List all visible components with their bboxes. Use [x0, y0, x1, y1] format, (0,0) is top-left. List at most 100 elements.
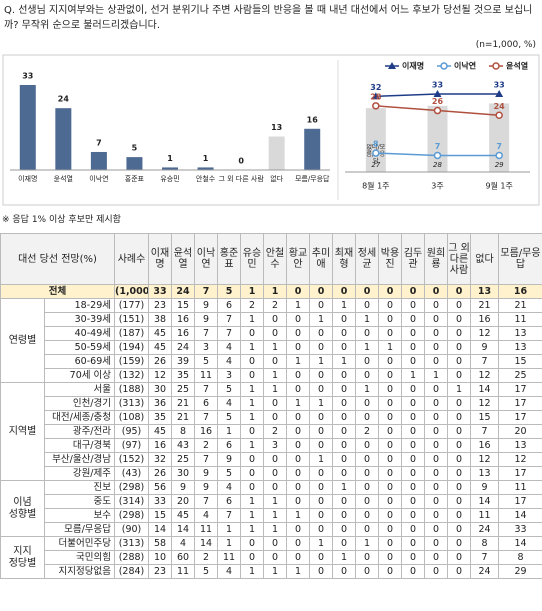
sample-size: (151): [114, 312, 149, 327]
table-cell: 12: [470, 326, 499, 341]
table-cell: 0: [240, 550, 264, 565]
chart-frame: [2, 54, 540, 206]
results-table: 대선 당선 전망(%) 사례수 이재명 윤석열 이낙연 홍준표 유승민 안철수 황교안 추미애 최재…: [0, 233, 542, 579]
table-cell: 1: [263, 508, 287, 523]
table-cell: 9: [171, 480, 195, 495]
column-header: 유승민: [240, 233, 264, 285]
row-label: 50-59세: [44, 340, 115, 355]
table-cell: 0: [240, 354, 264, 369]
table-cell: 14: [470, 494, 499, 509]
table-cell: 1: [378, 340, 402, 355]
table-cell: 1: [240, 382, 264, 397]
table-cell: 0: [378, 326, 402, 341]
row-label: 국민의힘: [44, 550, 115, 565]
table-cell: 0: [424, 340, 448, 355]
table-cell: 0: [240, 480, 264, 495]
table-cell: 7: [470, 424, 499, 439]
sample-size: (188): [114, 382, 149, 397]
table-cell: 0: [355, 452, 379, 467]
legend-marker: [492, 62, 500, 70]
table-cell: 1: [240, 508, 264, 523]
table-cell: 0: [355, 396, 379, 411]
table-cell: 4: [217, 396, 241, 411]
table-cell: 0: [447, 480, 471, 495]
table-row: 지지 정당별 더불어민주당 (313) 58 4 14 1 0 0 0 1 0 1 0 0 0 0 8 14: [0, 536, 542, 579]
table-cell: 1: [240, 410, 264, 425]
table-cell: 16: [470, 312, 499, 327]
sample-size: (177): [114, 298, 149, 313]
table-cell: 25: [171, 452, 195, 467]
table-cell: 0: [424, 396, 448, 411]
table-cell: 0: [378, 382, 402, 397]
table-cell: 0: [286, 452, 310, 467]
value-label: 8: [373, 140, 379, 149]
table-row: 보수 (298) 15 45 4 7 1 1 1 0 0 0 0 0 0 0 11 14: [1, 508, 542, 523]
table-cell: 13: [498, 326, 542, 341]
table-cell: 12: [148, 368, 172, 383]
table-cell: 0: [378, 410, 402, 425]
table-cell: 0: [447, 312, 471, 327]
table-cell: 0: [378, 508, 402, 523]
table-cell: 0: [309, 494, 333, 509]
table-cell: 0: [424, 312, 448, 327]
table-cell: 26: [148, 354, 172, 369]
table-cell: 24: [470, 522, 499, 537]
table-cell: 1: [217, 522, 241, 537]
table-cell: 1: [332, 550, 356, 565]
table-cell: 0: [401, 354, 425, 369]
table-cell: 45: [148, 326, 172, 341]
column-header: 모름/무응답: [498, 233, 542, 285]
group-label: 지지 정당별: [0, 536, 45, 579]
row-label: 18-29세: [44, 298, 115, 313]
table-cell: 0: [286, 368, 310, 383]
table-cell: 0: [355, 494, 379, 509]
bar: [126, 157, 143, 170]
value-label: 7: [435, 142, 441, 151]
table-cell: 7: [470, 550, 499, 565]
table-row: 지역별 서울 (188) 30 25 7 5 1 1 0 0 0 1 0 0 0 1 14 17: [0, 382, 542, 481]
sample-size: (314): [114, 494, 149, 509]
legend-label: 이재명: [402, 61, 424, 71]
table-cell: 0: [447, 368, 471, 383]
table-cell: 0: [240, 368, 264, 383]
table-cell: 45: [171, 508, 195, 523]
table-cell: 1: [263, 522, 287, 537]
table-cell: 0: [332, 284, 356, 299]
table-cell: 0: [447, 354, 471, 369]
table-cell: 11: [470, 508, 499, 523]
category-label: 모름/무응답: [295, 174, 330, 183]
value-label: 5: [132, 144, 138, 153]
value-label: 32: [370, 83, 381, 92]
table-cell: 0: [401, 494, 425, 509]
table-cell: 2: [263, 424, 287, 439]
table-cell: 3: [194, 340, 218, 355]
table-cell: 1: [240, 312, 264, 327]
table-cell: 0: [424, 326, 448, 341]
table-row: 인천/경기 (313) 36 21 6 4 1 0 1 1 0 0 0 0 0 0 12 17: [1, 396, 542, 411]
row-label: 30-39세: [44, 312, 115, 327]
bar: [268, 136, 285, 170]
table-cell: 0: [424, 536, 448, 551]
table-cell: 0: [424, 284, 448, 299]
table-row: 모름/무응답 (90) 14 14 11 1 1 1 0 0 0 0 0 0 0 0 24 33: [1, 522, 542, 537]
table-row: 이념 성향별 진보 (298) 56 9 9 4 0 0 0 0 1 0 0 0 0 0 9 11: [0, 480, 542, 537]
table-cell: 35: [148, 410, 172, 425]
table-cell: 1: [240, 438, 264, 453]
table-cell: 11: [217, 550, 241, 565]
bar-value: 28: [433, 161, 442, 169]
table-cell: 20: [171, 494, 195, 509]
table-cell: 1: [309, 396, 333, 411]
table-cell: 0: [263, 410, 287, 425]
table-cell: 30: [148, 382, 172, 397]
table-cell: 0: [447, 522, 471, 537]
table-cell: 15: [171, 298, 195, 313]
marker: [433, 151, 442, 160]
bar-value: 29: [495, 161, 504, 169]
table-cell: 0: [355, 522, 379, 537]
table-cell: 9: [194, 466, 218, 481]
table-cell: 0: [401, 466, 425, 481]
table-cell: 0: [401, 382, 425, 397]
marker: [495, 90, 504, 97]
sample-size: (159): [114, 354, 149, 369]
